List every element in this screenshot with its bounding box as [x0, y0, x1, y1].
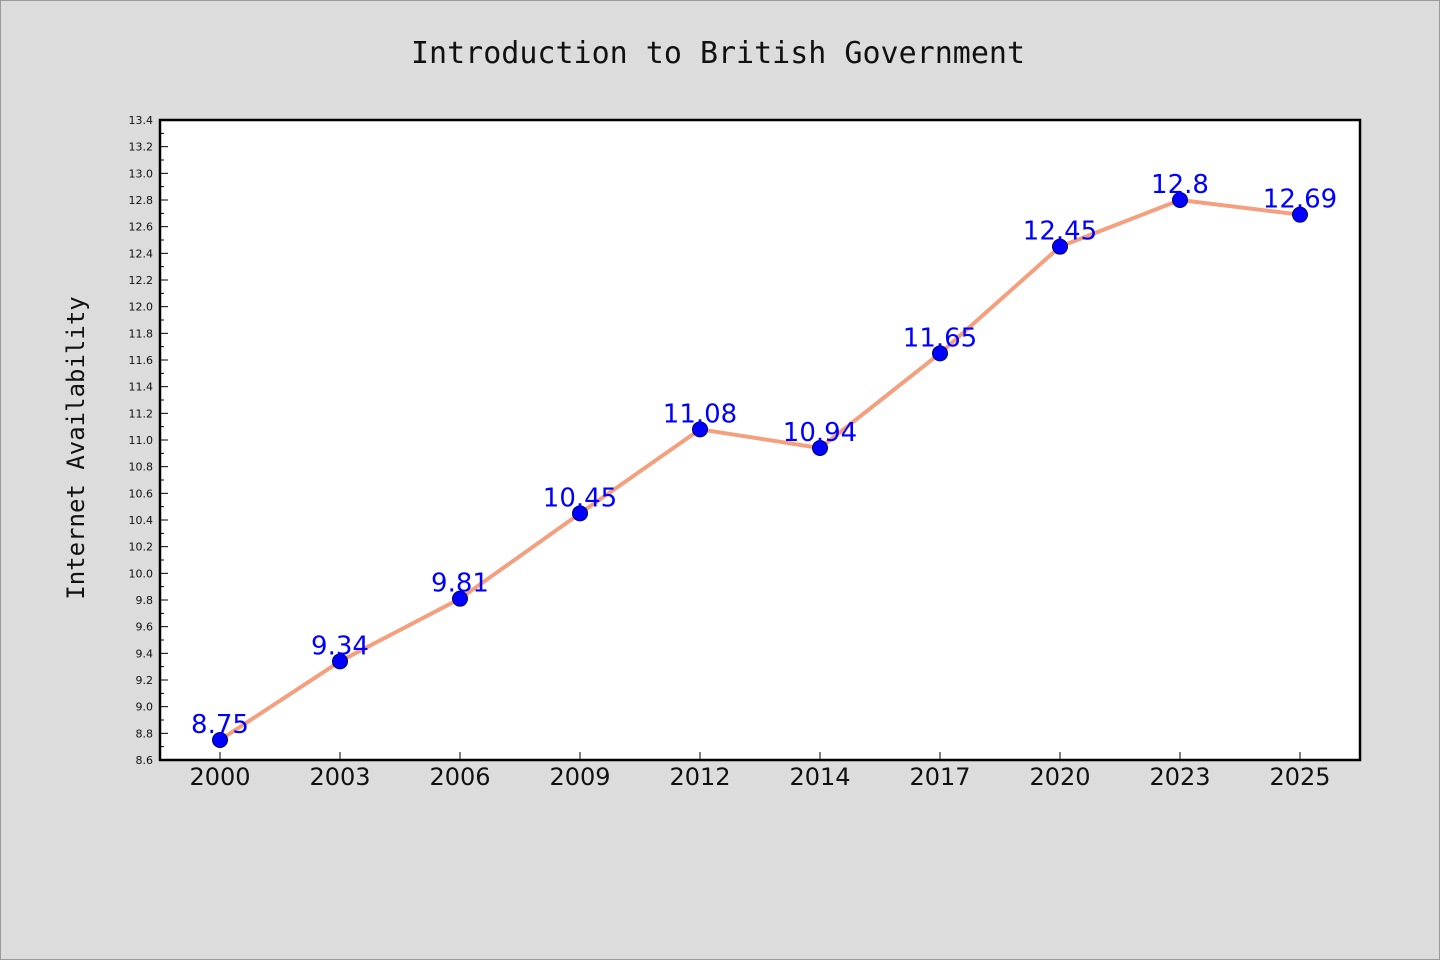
y-tick-label: 13.0: [129, 167, 154, 180]
y-tick-label: 11.4: [129, 381, 154, 394]
y-tick-label: 9.2: [136, 674, 154, 687]
x-tick-label: 2006: [429, 763, 490, 791]
x-tick-label: 2003: [309, 763, 370, 791]
data-point-marker: [452, 590, 468, 607]
y-tick-label: 12.4: [129, 247, 154, 260]
y-tick-label: 10.8: [129, 461, 154, 474]
y-tick-label: 10.4: [129, 514, 154, 527]
y-tick-label: 9.4: [136, 647, 154, 660]
data-label: 12.69: [1263, 185, 1337, 215]
data-point-marker: [812, 440, 828, 456]
data-point-marker: [212, 732, 228, 748]
y-tick-label: 12.2: [129, 274, 154, 287]
y-tick-label: 9.6: [136, 621, 154, 634]
data-point-marker: [1052, 238, 1068, 255]
x-tick-label: 2025: [1269, 763, 1330, 791]
series-group: 8.75 9.34 9.81 10.45 11.08 10.94 11.65 12.45 12.…: [191, 170, 1337, 748]
data-label: 9.81: [431, 569, 489, 599]
data-point-marker: [932, 345, 948, 362]
data-label: 11.65: [903, 323, 977, 353]
data-point-marker: [1292, 206, 1308, 223]
y-tick-label: 9.0: [136, 701, 154, 714]
data-label: 11.08: [663, 399, 737, 429]
x-tick-label: 2014: [789, 763, 850, 791]
y-tick-label: 8.6: [136, 754, 154, 767]
chart-title: Introduction to British Government: [411, 36, 1025, 71]
data-label: 10.45: [543, 483, 617, 513]
y-tick-label: 10.0: [129, 567, 154, 580]
data-point-marker: [692, 421, 708, 438]
x-tick-label: 2017: [909, 763, 970, 791]
y-tick-label: 9.8: [136, 594, 154, 607]
y-axis-ticks: 8.6 8.8 9.0 9.2 9.4 9.6 9.8 10.0 10.2 10.4 10.6 10.…: [129, 114, 168, 767]
series-line: [218, 198, 1302, 742]
data-point-marker: [572, 505, 588, 522]
x-tick-label: 2023: [1149, 763, 1210, 791]
x-axis-ticks: 2000 2003 2006 2009 2012 2014 2017 2020 2023 2025: [189, 752, 1331, 791]
x-tick-label: 2020: [1029, 763, 1090, 791]
y-tick-label: 11.6: [129, 354, 154, 367]
y-tick-label: 11.2: [129, 407, 154, 420]
y-tick-label: 13.2: [129, 141, 154, 154]
data-label: 9.34: [311, 631, 369, 661]
y-axis-label: Internet Availability: [62, 296, 90, 599]
x-tick-label: 2012: [669, 763, 730, 791]
y-tick-label: 12.8: [129, 194, 154, 207]
y-tick-label: 11.0: [129, 434, 154, 447]
data-label: 12.45: [1023, 217, 1097, 247]
y-tick-label: 12.6: [129, 221, 154, 234]
y-tick-label: 13.4: [129, 114, 154, 127]
data-point-marker: [1172, 192, 1188, 208]
y-tick-label: 12.0: [129, 301, 154, 314]
y-tick-label: 10.2: [129, 541, 154, 554]
data-label: 8.75: [191, 710, 249, 740]
x-tick-label: 2009: [549, 763, 610, 791]
y-tick-label: 8.8: [136, 727, 154, 740]
data-label: 10.94: [783, 418, 857, 448]
data-point-marker: [332, 653, 348, 670]
y-tick-label: 10.6: [129, 487, 154, 500]
x-tick-label: 2000: [189, 763, 250, 791]
y-tick-label: 11.8: [129, 327, 154, 340]
data-label: 12.8: [1151, 170, 1209, 200]
